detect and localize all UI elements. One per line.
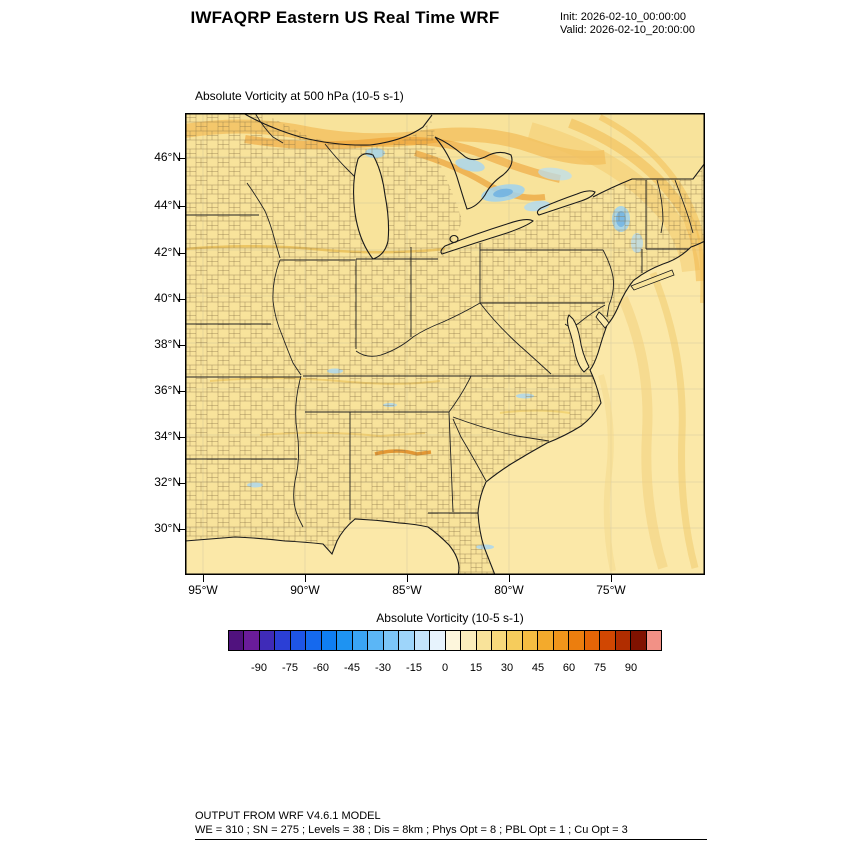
colorbar-tick-label: -60 <box>313 662 329 674</box>
footer-model-line: OUTPUT FROM WRF V4.6.1 MODEL <box>195 810 381 822</box>
long-island <box>630 269 675 291</box>
footer-config-line: WE = 310 ; SN = 275 ; Levels = 38 ; Dis … <box>195 824 628 836</box>
colorbar-segment <box>244 631 260 650</box>
colorbar-tick-label: -45 <box>344 662 360 674</box>
lon-label: 80°W <box>494 583 524 597</box>
lat-tick <box>178 529 185 530</box>
colorbar-segment <box>259 631 276 650</box>
lon-label: 90°W <box>290 583 320 597</box>
lat-tick <box>178 206 185 207</box>
us-canada-border <box>592 162 706 198</box>
lat-label: 32°N <box>154 475 181 489</box>
delaware-bay <box>595 311 610 329</box>
colorbar-tick-label: 30 <box>500 662 514 674</box>
colorbar-segment <box>306 631 322 650</box>
lon-tick <box>203 575 204 582</box>
colorbar-segment <box>631 631 647 650</box>
colorbar-segment <box>275 631 291 650</box>
colorbar <box>228 630 662 651</box>
colorbar-tick-label: -90 <box>251 662 267 674</box>
colorbar-segment <box>368 631 384 650</box>
colorbar-segment <box>321 631 338 650</box>
lake-superior <box>242 112 433 146</box>
colorbar-segment <box>584 631 601 650</box>
plot-subtitle: Absolute Vorticity at 500 hPa (10-5 s-1) <box>195 89 404 103</box>
lon-tick <box>305 575 306 582</box>
lake-huron <box>434 136 513 210</box>
map-plot <box>183 112 707 576</box>
colorbar-segment <box>352 631 369 650</box>
init-time: Init: 2026-02-10_00:00:00 <box>560 11 686 23</box>
lat-label: 38°N <box>154 337 181 351</box>
lake-michigan <box>352 153 390 260</box>
colorbar-segment <box>399 631 415 650</box>
colorbar-tick-label: 60 <box>562 662 576 674</box>
footer-rule <box>195 839 707 840</box>
valid-time: Valid: 2026-02-10_20:00:00 <box>560 24 695 36</box>
lat-label: 34°N <box>154 429 181 443</box>
coastline <box>184 162 706 576</box>
colorbar-tick-label: 75 <box>593 662 607 674</box>
colorbar-segment <box>615 631 632 650</box>
colorbar-segment <box>553 631 570 650</box>
lat-tick <box>178 437 185 438</box>
colorbar-segment <box>600 631 616 650</box>
lake-erie <box>440 218 534 255</box>
colorbar-segment <box>538 631 554 650</box>
colorbar-tick-label: -30 <box>375 662 391 674</box>
lat-label: 46°N <box>154 150 181 164</box>
map-frame <box>185 113 705 575</box>
lon-tick <box>407 575 408 582</box>
lat-label: 30°N <box>154 521 181 535</box>
colorbar-segment <box>430 631 446 650</box>
lon-label: 75°W <box>596 583 626 597</box>
colorbar-segment <box>337 631 353 650</box>
lat-tick <box>178 345 185 346</box>
lon-tick <box>509 575 510 582</box>
map-area <box>183 112 707 576</box>
colorbar-segment <box>646 631 662 650</box>
chesapeake-bay <box>567 314 590 373</box>
lat-tick <box>178 158 185 159</box>
lat-tick <box>178 483 185 484</box>
colorbar-tick-label: 15 <box>469 662 483 674</box>
page-title: IWFAQRP Eastern US Real Time WRF <box>190 8 500 27</box>
colorbar-segment <box>229 631 245 650</box>
colorbar-tick-label: -15 <box>406 662 422 674</box>
lat-label: 40°N <box>154 291 181 305</box>
lat-label: 42°N <box>154 245 181 259</box>
lake-st-clair <box>449 234 459 244</box>
lon-tick <box>611 575 612 582</box>
colorbar-segment <box>522 631 539 650</box>
colorbar-tick-label: 90 <box>624 662 638 674</box>
lat-tick <box>178 391 185 392</box>
colorbar-segment <box>507 631 523 650</box>
colorbar-segment <box>461 631 477 650</box>
colorbar-segment <box>414 631 431 650</box>
lon-label: 95°W <box>188 583 218 597</box>
great-lakes <box>242 112 596 260</box>
colorbar-segment <box>290 631 307 650</box>
colorbar-tick-label: -75 <box>282 662 298 674</box>
colorbar-segment <box>445 631 462 650</box>
colorbar-segment <box>491 631 508 650</box>
colorbar-segment <box>476 631 492 650</box>
colorbar-title: Absolute Vorticity (10-5 s-1) <box>376 611 524 625</box>
colorbar-tick-label: 0 <box>441 662 449 674</box>
lat-label: 36°N <box>154 383 181 397</box>
lake-ontario <box>536 190 596 216</box>
lat-tick <box>178 253 185 254</box>
lat-label: 44°N <box>154 198 181 212</box>
colorbar-tick-label: 45 <box>531 662 545 674</box>
state-boundaries <box>185 113 694 528</box>
lon-label: 85°W <box>392 583 422 597</box>
lat-tick <box>178 299 185 300</box>
colorbar-segment <box>383 631 400 650</box>
colorbar-segment <box>569 631 585 650</box>
